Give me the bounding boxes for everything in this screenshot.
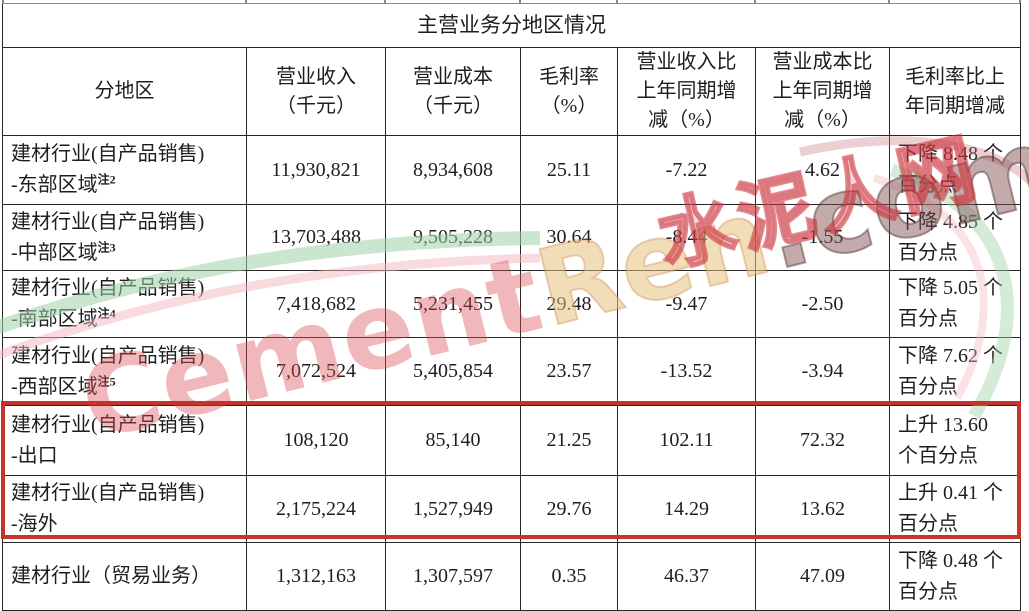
table-row-trade: 建材行业（贸易业务） 1,312,163 1,307,597 0.35 46.3… bbox=[2, 542, 1022, 611]
cell-margin: 29.76 bbox=[520, 475, 618, 543]
grid-tick bbox=[245, 0, 247, 4]
cell-revenue-change: -7.22 bbox=[617, 135, 756, 205]
cell-cost: 1,527,949 bbox=[385, 475, 521, 543]
cell-margin-change: 下降 4.85 个 百分点 bbox=[888, 204, 1022, 271]
region-name: 建材行业(自产品销售) bbox=[11, 344, 205, 367]
cell-cost-change: -1.55 bbox=[755, 204, 890, 271]
table-title: 主营业务分地区情况 bbox=[1, 3, 1022, 48]
region-sub: -出口 bbox=[11, 444, 58, 467]
region-name: 建材行业(自产品销售) bbox=[11, 482, 205, 504]
cell-cost-change: -3.94 bbox=[755, 337, 890, 406]
table-header-row: 分地区 营业收入 （千元） 营业成本 （千元） 毛利率 （%） 营业收入比 上年… bbox=[2, 47, 1022, 136]
cell-margin-change: 下降 5.05 个 百分点 bbox=[888, 270, 1022, 338]
cell-cost-change: -2.50 bbox=[755, 270, 890, 338]
table-row-overseas: 建材行业(自产品销售) -海外 2,175,224 1,527,949 29.7… bbox=[2, 475, 1022, 543]
cell-region: 建材行业(自产品销售) -海外 bbox=[2, 475, 247, 543]
cell-cost: 8,934,608 bbox=[385, 135, 521, 205]
grid-tick bbox=[384, 0, 386, 4]
cell-margin: 30.64 bbox=[520, 204, 618, 271]
grid-tick bbox=[2, 0, 4, 4]
region-name: 建材行业(自产品销售) bbox=[11, 413, 205, 436]
cell-region: 建材行业(自产品销售) -中部区域注3 bbox=[2, 204, 247, 271]
table-row-south: 建材行业(自产品销售) -南部区域注4 7,418,682 5,231,455 … bbox=[2, 270, 1022, 338]
cell-revenue: 108,120 bbox=[246, 405, 386, 476]
region-name: 建材行业(自产品销售) bbox=[11, 210, 205, 233]
table-row-east: 建材行业(自产品销售) -东部区域注2 11,930,821 8,934,608… bbox=[2, 135, 1022, 205]
footnote-ref: 注5 bbox=[97, 373, 116, 388]
col-header-margin: 毛利率 （%） bbox=[520, 47, 618, 136]
cell-revenue: 1,312,163 bbox=[246, 542, 386, 611]
grid-tick bbox=[888, 0, 890, 4]
col-header-cost: 营业成本 （千元） bbox=[385, 47, 521, 136]
cell-revenue: 7,418,682 bbox=[246, 270, 386, 338]
cell-margin: 29.48 bbox=[520, 270, 618, 338]
table-row-export: 建材行业(自产品销售) -出口 108,120 85,140 21.25 102… bbox=[2, 405, 1022, 476]
region-sub: -西部区域 bbox=[11, 375, 98, 398]
cell-revenue-change: -9.47 bbox=[617, 270, 756, 338]
cell-region: 建材行业(自产品销售) -出口 bbox=[2, 405, 247, 476]
cell-margin: 21.25 bbox=[520, 405, 618, 476]
cell-region: 建材行业(自产品销售) -南部区域注4 bbox=[2, 270, 247, 338]
grid-tick bbox=[754, 0, 756, 4]
cell-revenue-change: 46.37 bbox=[617, 542, 756, 611]
cell-margin: 25.11 bbox=[520, 135, 618, 205]
cell-region: 建材行业(自产品销售) -西部区域注5 bbox=[2, 337, 247, 406]
cell-region: 建材行业（贸易业务） bbox=[2, 542, 247, 611]
cell-revenue: 11,930,821 bbox=[246, 135, 386, 205]
region-sub: -海外 bbox=[11, 513, 58, 535]
cell-cost: 5,231,455 bbox=[385, 270, 521, 338]
cell-margin-change: 上升 0.41 个 百分点 bbox=[888, 475, 1022, 543]
cell-cost: 5,405,854 bbox=[385, 337, 521, 406]
grid-tick bbox=[1019, 0, 1021, 4]
cell-margin-change: 下降 8.48 个 百分点 bbox=[888, 135, 1022, 205]
table-row-central: 建材行业(自产品销售) -中部区域注3 13,703,488 9,505,228… bbox=[2, 204, 1022, 271]
cell-revenue-change: -13.52 bbox=[617, 337, 756, 406]
cell-revenue: 7,072,524 bbox=[246, 337, 386, 406]
cell-margin-change: 下降 7.62 个 百分点 bbox=[888, 337, 1022, 406]
grid-tick bbox=[616, 0, 618, 4]
cell-margin: 23.57 bbox=[520, 337, 618, 406]
region-sub: -南部区域 bbox=[11, 308, 98, 330]
cell-margin-change: 下降 0.48 个 百分点 bbox=[888, 542, 1022, 611]
cell-region: 建材行业(自产品销售) -东部区域注2 bbox=[2, 135, 247, 205]
col-header-region: 分地区 bbox=[2, 47, 247, 136]
region-name: 建材行业（贸易业务） bbox=[11, 565, 211, 587]
footnote-ref: 注3 bbox=[97, 239, 116, 254]
cell-cost-change: 47.09 bbox=[755, 542, 890, 611]
cell-cost-change: 72.32 bbox=[755, 405, 890, 476]
cell-cost: 9,505,228 bbox=[385, 204, 521, 271]
col-header-revenue-change: 营业收入比 上年同期增 减（%） bbox=[617, 47, 756, 136]
col-header-margin-change: 毛利率比上 年同期增减 bbox=[888, 47, 1022, 136]
table-title-row: 主营业务分地区情况 bbox=[1, 3, 1022, 48]
cell-margin: 0.35 bbox=[520, 542, 618, 611]
region-sub: -东部区域 bbox=[11, 174, 98, 196]
cell-revenue: 13,703,488 bbox=[246, 204, 386, 271]
cell-revenue-change: 14.29 bbox=[617, 475, 756, 543]
footnote-ref: 注2 bbox=[97, 172, 116, 187]
footnote-ref: 注4 bbox=[97, 306, 116, 321]
col-header-revenue: 营业收入 （千元） bbox=[246, 47, 386, 136]
col-header-cost-change: 营业成本比 上年同期增 减（%） bbox=[755, 47, 890, 136]
region-name: 建材行业(自产品销售) bbox=[11, 277, 205, 299]
region-sub: -中部区域 bbox=[11, 241, 98, 264]
highlight-box bbox=[1, 401, 1021, 539]
cell-cost-change: 4.62 bbox=[755, 135, 890, 205]
table-row-west: 建材行业(自产品销售) -西部区域注5 7,072,524 5,405,854 … bbox=[2, 337, 1022, 406]
cell-cost: 1,307,597 bbox=[385, 542, 521, 611]
region-name: 建材行业(自产品销售) bbox=[11, 143, 205, 165]
grid-tick bbox=[519, 0, 521, 4]
cell-margin-change: 上升 13.60 个百分点 bbox=[888, 405, 1022, 476]
cell-revenue-change: -8.44 bbox=[617, 204, 756, 271]
